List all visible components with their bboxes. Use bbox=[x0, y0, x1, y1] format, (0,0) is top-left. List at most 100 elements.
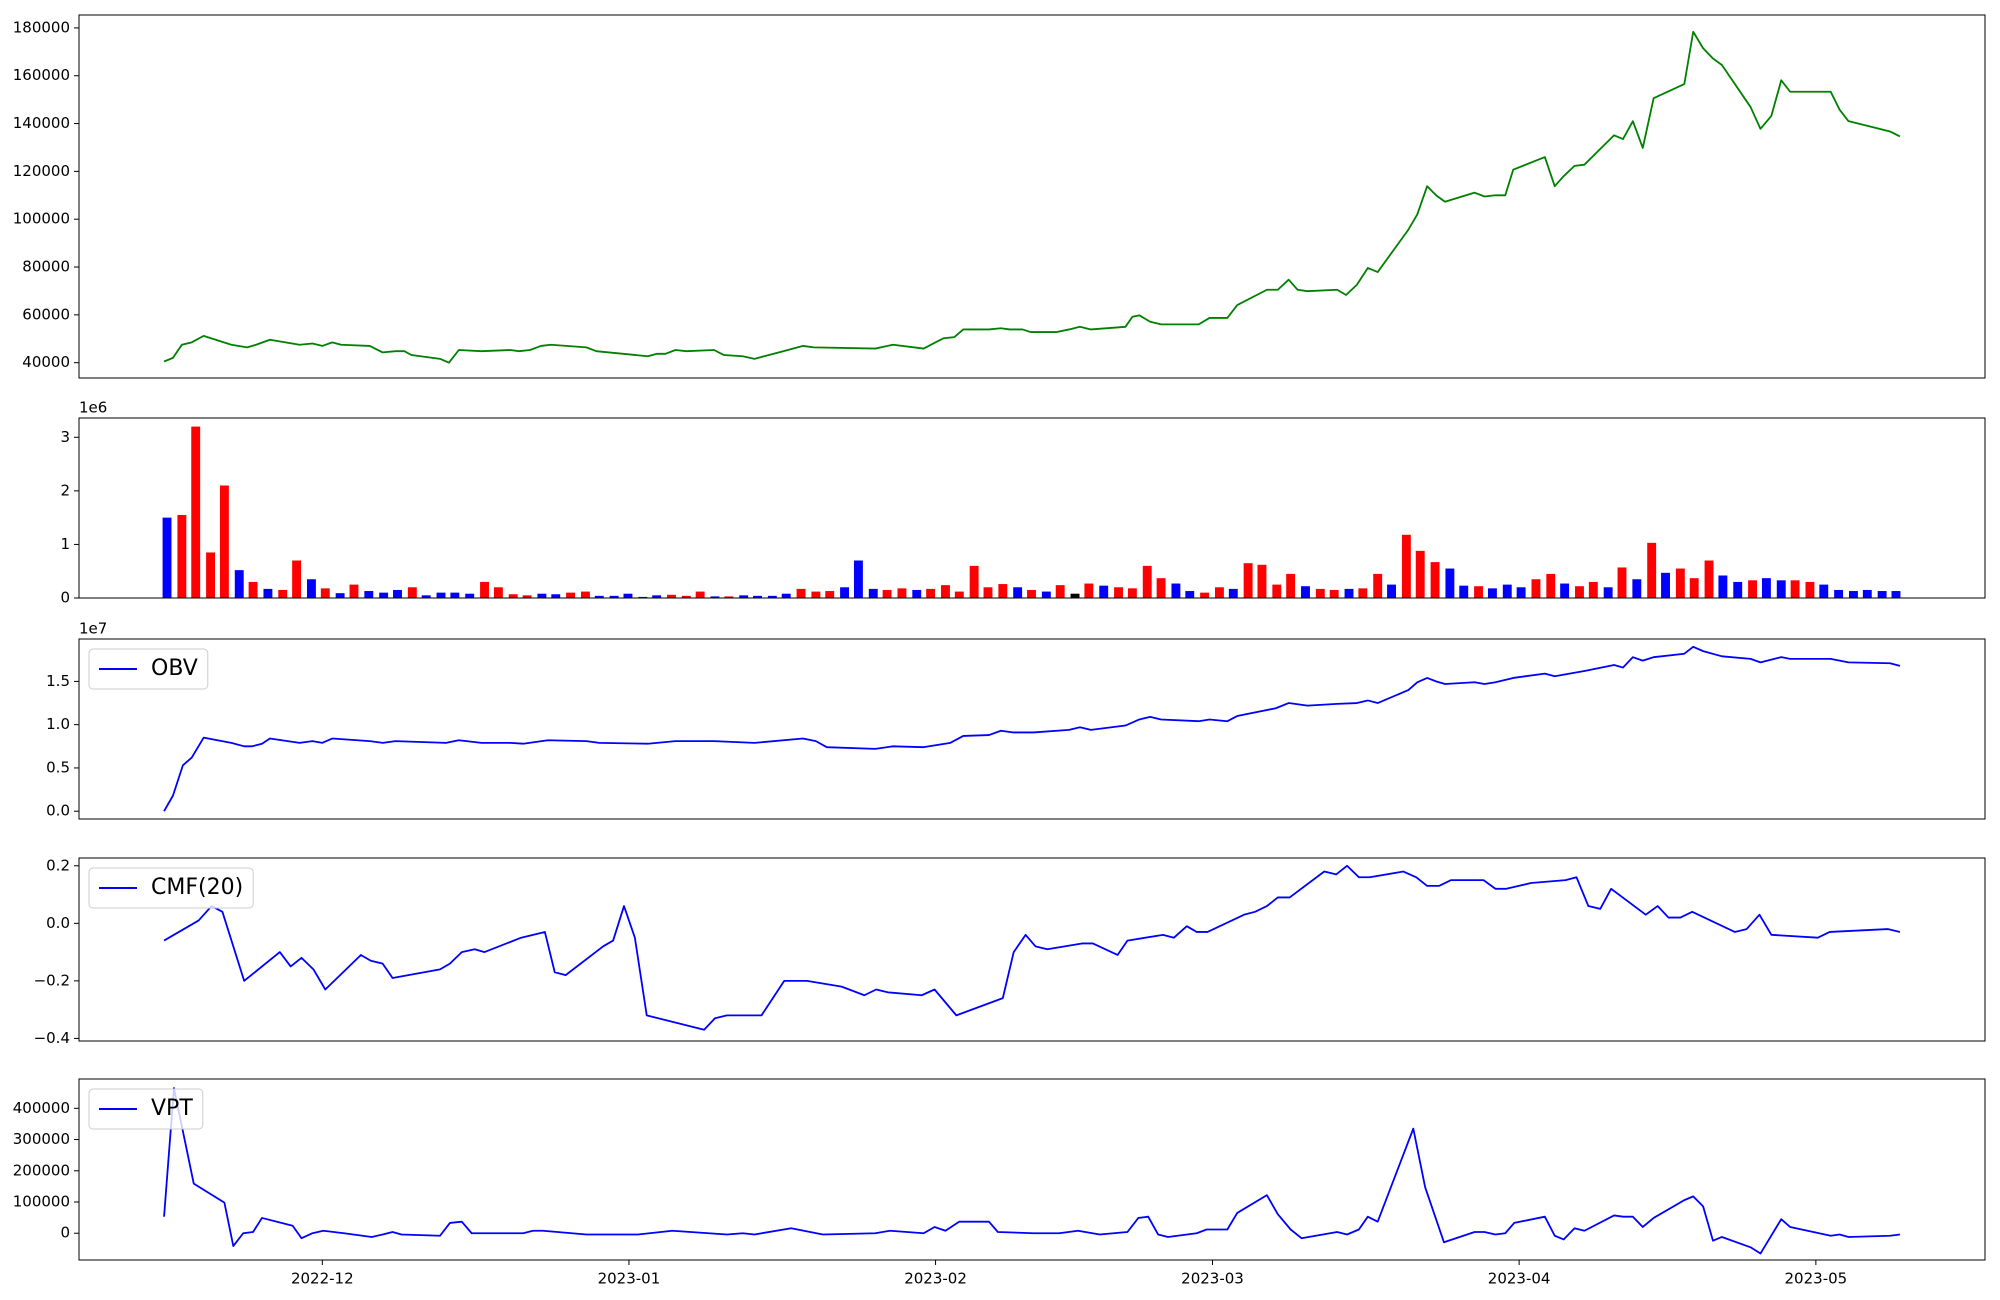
bar bbox=[1647, 542, 1657, 598]
bar bbox=[1430, 562, 1440, 598]
y-tick-label: 100000 bbox=[13, 210, 70, 228]
bar bbox=[926, 588, 936, 598]
y-tick-label: 2 bbox=[60, 481, 70, 499]
bar bbox=[1415, 550, 1425, 598]
plot-area bbox=[163, 30, 1901, 364]
bar bbox=[580, 591, 590, 598]
bar bbox=[566, 592, 576, 598]
bar bbox=[551, 594, 561, 598]
bar bbox=[681, 595, 691, 598]
axes-frame bbox=[78, 1078, 1986, 1261]
y-tick-label: 0.0 bbox=[46, 914, 70, 932]
bar bbox=[1474, 586, 1484, 598]
bar bbox=[1055, 585, 1065, 598]
bar bbox=[1575, 586, 1584, 598]
x-tick-label: 2023-03 bbox=[1181, 1270, 1244, 1288]
x-tick-label: 2022-12 bbox=[291, 1270, 354, 1288]
bar bbox=[1733, 581, 1743, 598]
bar bbox=[594, 595, 604, 598]
plot-area bbox=[162, 426, 1901, 598]
bar bbox=[840, 587, 850, 598]
bar bbox=[1344, 588, 1354, 598]
bar bbox=[1387, 584, 1396, 598]
bar bbox=[1805, 581, 1815, 598]
x-tick-label: 2023-02 bbox=[904, 1270, 967, 1288]
bar bbox=[1632, 579, 1642, 598]
y-tick-label: 300000 bbox=[13, 1130, 70, 1148]
bar bbox=[1041, 591, 1051, 598]
bar bbox=[1790, 580, 1800, 598]
bar bbox=[1502, 584, 1512, 598]
bar bbox=[177, 514, 187, 598]
panel: −0.4 −0.2 0.0 0.2 CMF(20) bbox=[34, 856, 1986, 1047]
line bbox=[163, 30, 1901, 364]
bar bbox=[781, 593, 791, 598]
bar bbox=[379, 592, 389, 598]
bar bbox=[1286, 573, 1296, 598]
bar bbox=[1027, 589, 1036, 598]
bar bbox=[753, 595, 762, 598]
bar bbox=[248, 581, 258, 598]
offset-text: 1e6 bbox=[79, 399, 107, 417]
y-tick-label: 160000 bbox=[13, 66, 70, 84]
bar bbox=[1070, 593, 1080, 598]
bar bbox=[1761, 578, 1771, 598]
legend-box bbox=[88, 648, 209, 690]
bar bbox=[508, 594, 518, 598]
bar bbox=[1848, 591, 1858, 598]
bar bbox=[1329, 589, 1339, 598]
bar bbox=[335, 593, 345, 598]
bar bbox=[897, 588, 907, 598]
legend-box bbox=[88, 1088, 204, 1130]
y-tick-label: 400000 bbox=[13, 1099, 70, 1117]
y-tick-label: 180000 bbox=[13, 18, 70, 36]
y-tick-label: 60000 bbox=[22, 305, 70, 323]
panel: 40000 60000 80000 100000 120000 140000 160000 1… bbox=[13, 14, 1986, 379]
bar bbox=[638, 596, 648, 598]
y-tick-label: 140000 bbox=[13, 114, 70, 132]
line bbox=[163, 645, 1901, 812]
y-tick-label: 80000 bbox=[22, 258, 70, 276]
legend: VPT bbox=[88, 1088, 204, 1130]
bar bbox=[1588, 581, 1598, 598]
legend-label: CMF(20) bbox=[151, 875, 243, 900]
bar bbox=[1862, 589, 1872, 598]
bar bbox=[1114, 587, 1123, 598]
bar bbox=[1834, 589, 1844, 598]
line bbox=[163, 864, 1901, 1031]
bar bbox=[695, 591, 705, 598]
panel: 0 100000 200000 300000 400000 2022-12 2023-01 2… bbox=[13, 1078, 1986, 1288]
bar bbox=[1185, 591, 1195, 598]
bar bbox=[206, 552, 216, 598]
bar bbox=[1084, 583, 1094, 598]
bar bbox=[493, 587, 503, 598]
bar bbox=[1459, 585, 1469, 598]
bar bbox=[450, 592, 460, 598]
y-tick-label: −0.2 bbox=[34, 971, 70, 989]
bar bbox=[1546, 573, 1556, 598]
bar bbox=[537, 593, 547, 598]
bar bbox=[234, 570, 244, 598]
bar bbox=[998, 584, 1008, 598]
bar bbox=[1819, 584, 1829, 598]
legend-label: OBV bbox=[151, 656, 198, 681]
y-tick-label: 0 bbox=[60, 589, 70, 607]
bar bbox=[1257, 564, 1267, 598]
legend: CMF(20) bbox=[88, 867, 254, 909]
y-tick-label: 3 bbox=[60, 428, 70, 446]
bar bbox=[364, 591, 374, 598]
bar bbox=[219, 485, 229, 598]
bar bbox=[1704, 560, 1714, 598]
bar bbox=[1358, 588, 1368, 598]
bar bbox=[393, 589, 402, 598]
bar bbox=[522, 595, 532, 598]
bar bbox=[1661, 572, 1670, 598]
bar bbox=[652, 595, 662, 598]
y-tick-label: 1.0 bbox=[46, 715, 70, 733]
bar bbox=[609, 595, 619, 598]
plot-area bbox=[163, 645, 1901, 812]
y-tick-label: 0 bbox=[60, 1224, 70, 1242]
legend-box bbox=[88, 867, 254, 909]
